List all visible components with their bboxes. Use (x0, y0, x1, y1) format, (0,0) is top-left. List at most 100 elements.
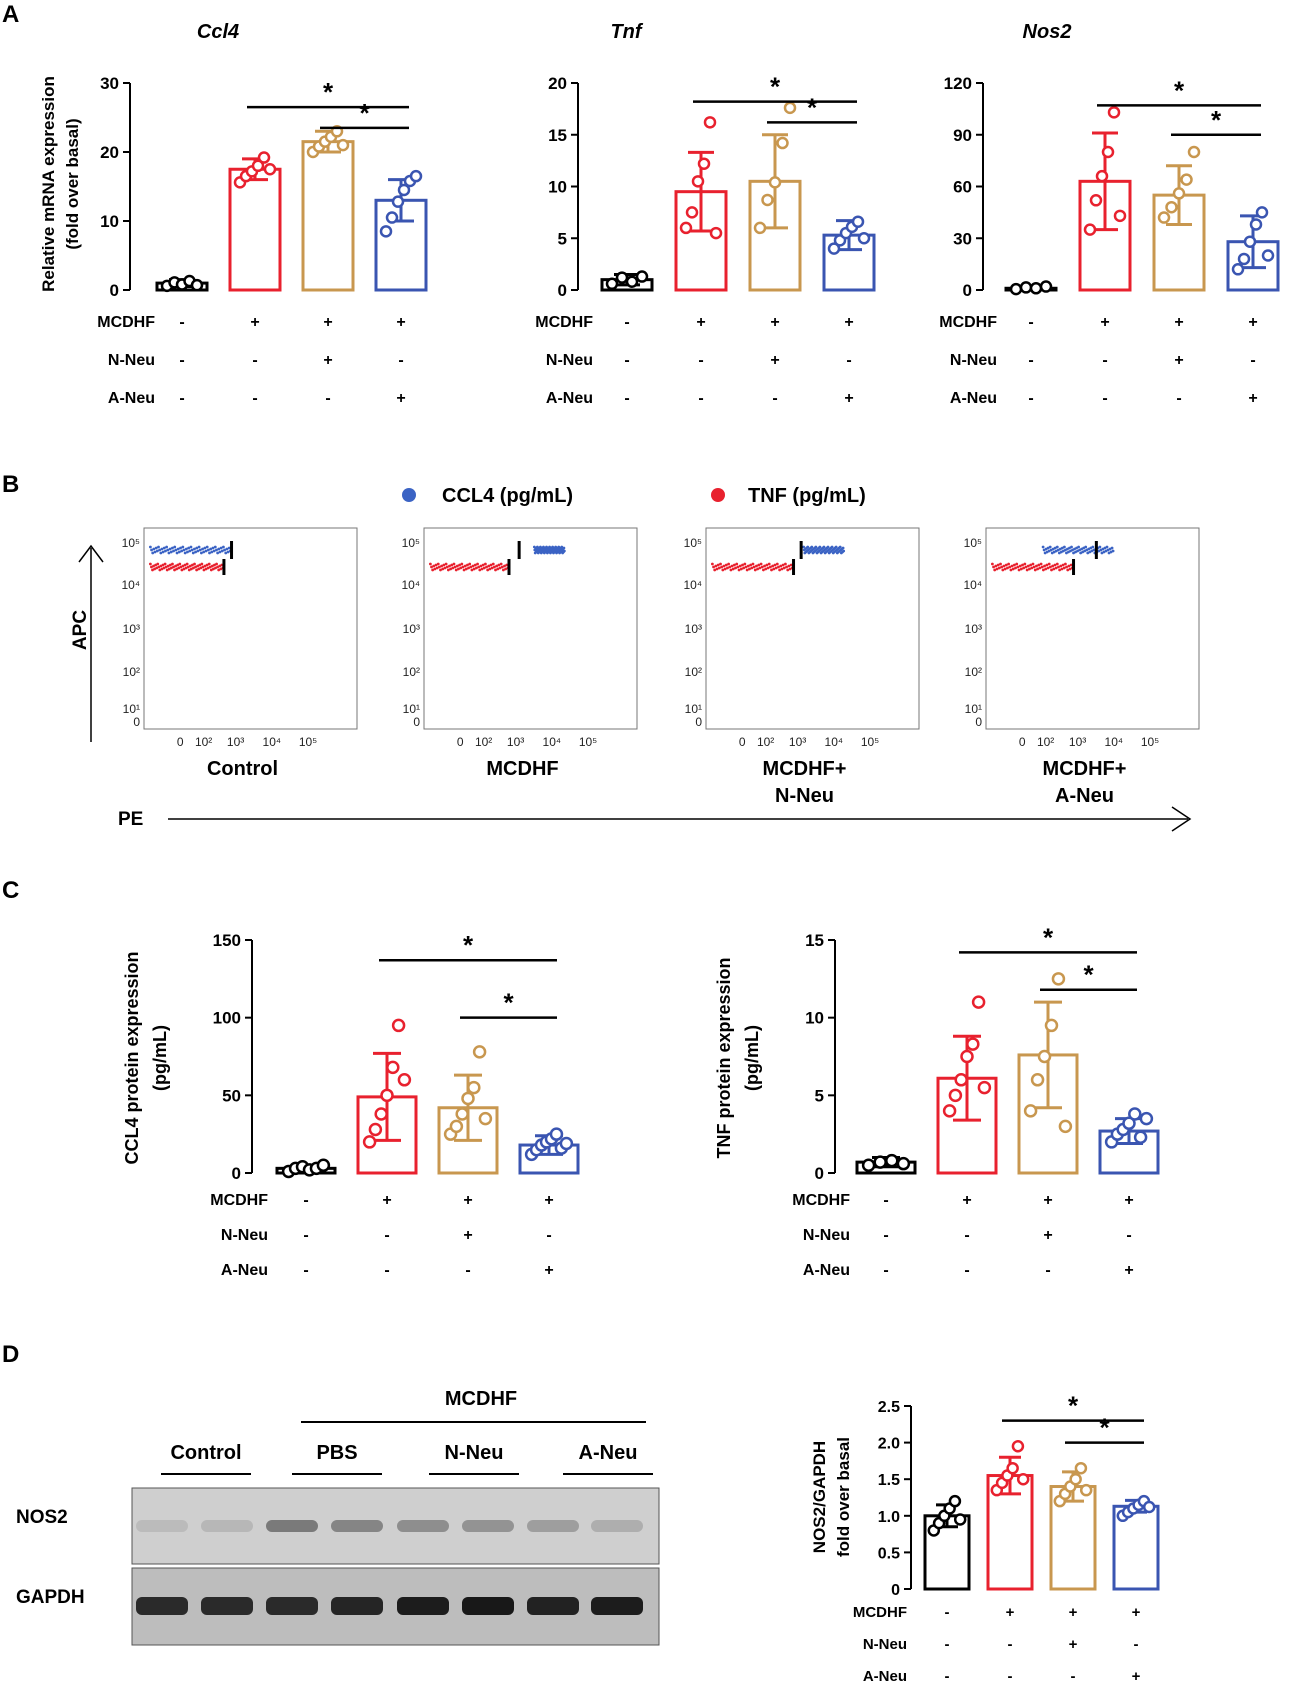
flow-tnf-event (720, 565, 724, 569)
flow-tnf-event (191, 563, 194, 567)
panel-d-point (1016, 1472, 1030, 1486)
flow-ccl4-event (150, 548, 153, 552)
panel-d-cond-sign: - (945, 1604, 950, 1621)
flow-tnf-event (724, 563, 728, 567)
panel-c-1-cond-sign: - (1126, 1227, 1131, 1244)
panel-c-0-cond-sign: - (465, 1262, 470, 1279)
panel-a-1-point (697, 157, 711, 170)
flow-tnf-event (729, 568, 733, 572)
flow-tnf-event (151, 568, 154, 572)
blot-band (527, 1597, 579, 1615)
panel-label-a: A (2, 1, 19, 28)
flow-tnf-event (1059, 564, 1063, 568)
flow-ccl4-event (805, 549, 809, 553)
flow-ccl4-event (152, 547, 156, 551)
panel-d-sig-star-0: * (1068, 1391, 1079, 1421)
flow-tnf-event (464, 567, 468, 571)
flow-ccl4-event (168, 547, 172, 551)
flow-tnf-event (440, 564, 444, 568)
flow-plot-label: MCDHF+ (1043, 758, 1127, 780)
panel-d-cond-sign: + (1069, 1636, 1078, 1653)
flow-tnf-event (1022, 566, 1026, 570)
flow-tnf-event (1003, 567, 1007, 571)
flow-ccl4-event (173, 545, 177, 549)
flow-tnf-event (1019, 567, 1023, 571)
flow-tnf-event (722, 564, 726, 568)
panel-a-0-y-label: (fold over basal) (63, 118, 82, 249)
flow-ccl4-event (1055, 545, 1059, 549)
flow-tnf-event (772, 567, 776, 571)
panel-a-0-title: Ccl4 (197, 21, 239, 43)
flow-ccl4-event (543, 550, 547, 554)
flow-ccl4-event (532, 545, 536, 549)
panel-c-1-point (966, 1037, 980, 1051)
flow-tnf-event (193, 562, 196, 566)
flow-ccl4-event (206, 548, 210, 552)
panel-a-0-y-tick-label: 20 (100, 143, 119, 162)
flow-tnf-event (773, 563, 777, 567)
panel-a-2-y-tick-label: 120 (944, 74, 972, 93)
flow-tnf-event (452, 562, 456, 566)
flow-y-tick-label: 10² (685, 665, 702, 679)
flow-tnf-event (759, 562, 763, 566)
flow-ccl4-event (1064, 548, 1067, 552)
flow-tnf-event (462, 568, 466, 572)
flow-y-tick-label: 10¹ (965, 702, 982, 716)
blot-group-label: A-Neu (579, 1442, 638, 1464)
flow-tnf-event (168, 563, 172, 567)
panel-c-1-point (1044, 1018, 1059, 1033)
flow-ccl4-event (821, 546, 825, 550)
panel-a-0-cond-sign: - (398, 352, 403, 369)
flow-tnf-event (198, 563, 202, 567)
flow-tnf-event (471, 564, 475, 568)
panel-d-point (1011, 1440, 1025, 1453)
flow-ccl4-event (1068, 546, 1071, 550)
panel-c-1-point (1122, 1116, 1136, 1131)
panel-a-2-point (1187, 145, 1201, 159)
panel-a-1-point (827, 242, 841, 255)
flow-tnf-event (173, 568, 176, 572)
flow-ccl4-event (158, 548, 162, 552)
apc-axis-arrow (78, 544, 104, 742)
panel-a-2-cond-label: MCDHF (939, 314, 997, 331)
flow-tnf-event (766, 566, 770, 570)
flow-tnf-event (786, 568, 790, 572)
flow-tnf-event (731, 567, 735, 571)
flow-tnf-event (743, 562, 747, 566)
panel-c-1-cond-label: N-Neu (803, 1227, 850, 1244)
blot-band (201, 1597, 253, 1615)
flow-tnf-event (476, 562, 479, 566)
flow-tnf-event (1017, 568, 1021, 572)
flow-tnf-event (741, 563, 744, 567)
flow-tnf-event (750, 566, 754, 570)
panel-c-0-point (391, 1018, 406, 1033)
panel-d-y-label: fold over basal (834, 1437, 853, 1557)
legend-ccl4-label: CCL4 (pg/mL) (442, 485, 573, 507)
panel-a-0-cond-sign: - (252, 390, 257, 407)
blot-strips (131, 1487, 660, 1646)
panel-c-1-point (942, 1104, 957, 1118)
flow-ccl4-event (179, 546, 182, 550)
flow-tnf-event (753, 568, 757, 572)
flow-tnf-event (768, 565, 772, 569)
panel-c-0-cond-sign: - (384, 1227, 389, 1244)
flow-x-tick-label: 10³ (227, 735, 244, 749)
flow-tnf-event (1015, 562, 1019, 566)
flow-tnf-event (213, 563, 216, 567)
flow-tnf-event (736, 565, 740, 569)
panel-c-1-cond-sign: + (1043, 1227, 1052, 1244)
flow-tnf-event (445, 565, 449, 569)
panel-a-2-point (1029, 282, 1043, 295)
panel-c-0-cond-sign: + (544, 1192, 553, 1209)
panel-c-0-point (472, 1045, 487, 1059)
flow-tnf-event (1018, 564, 1022, 568)
panel-c-0-point (374, 1107, 388, 1121)
panel-a-1-y-tick-label: 15 (548, 126, 567, 145)
panel-a-0-point (397, 183, 411, 197)
flow-ccl4-event (205, 545, 209, 549)
panel-a-0-cond-sign: - (179, 352, 184, 369)
flow-tnf-event (469, 565, 473, 569)
flow-ccl4-event (1081, 550, 1085, 554)
panel-d-y-tick-label: 0 (891, 1582, 900, 1599)
